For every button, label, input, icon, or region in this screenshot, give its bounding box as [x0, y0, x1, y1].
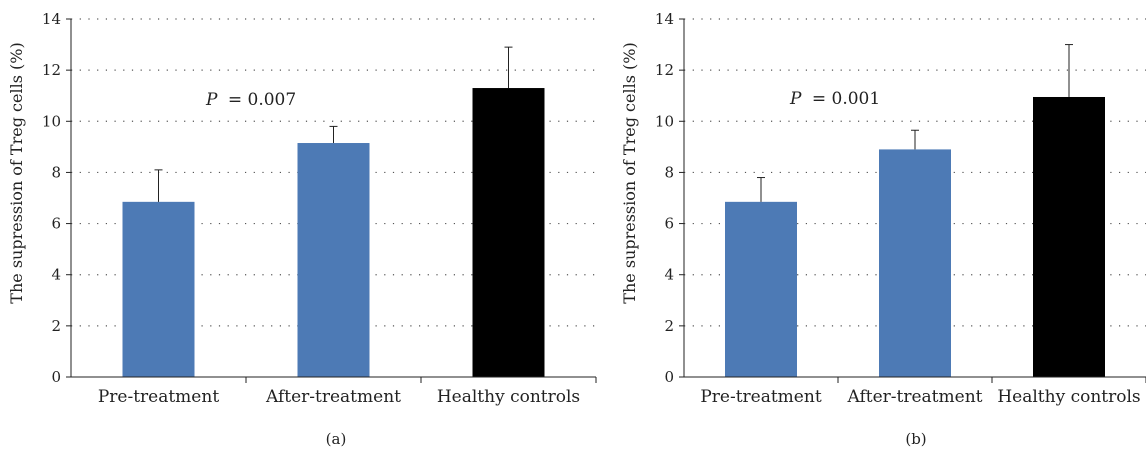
- category-label: After-treatment: [847, 387, 983, 407]
- bar-pre-treatment: [122, 201, 195, 377]
- y-ticks: 0 2 4 6 8 10 12 14: [655, 10, 1146, 386]
- y-tick-label: 4: [51, 266, 61, 284]
- p-value-annotation: P = 0.007: [205, 90, 296, 110]
- y-tick-label: 0: [51, 368, 61, 386]
- y-tick-label: 4: [664, 266, 674, 284]
- y-tick-label: 14: [655, 10, 674, 28]
- y-tick-label: 6: [51, 215, 61, 233]
- category-labels: Pre-treatment After-treatment Healthy cont…: [98, 387, 580, 407]
- y-tick-label: 2: [664, 317, 674, 335]
- y-tick-label: 8: [51, 163, 61, 181]
- category-label: Pre-treatment: [98, 387, 219, 407]
- y-ticks: 0 2 4 6 8 10 12 14: [42, 10, 597, 386]
- category-label: Pre-treatment: [700, 387, 821, 407]
- axes: [70, 19, 596, 378]
- error-bars: [154, 46, 513, 202]
- y-tick-label: 0: [664, 368, 674, 386]
- panel-a: 0 2 4 6 8 10 12 14 Pre-treatment After-treatment…: [7, 10, 597, 448]
- y-tick-label: 12: [42, 61, 61, 79]
- bars: [122, 88, 545, 378]
- bar-healthy-controls: [1033, 96, 1105, 377]
- y-tick-label: 14: [42, 10, 61, 28]
- y-tick-label: 12: [655, 61, 674, 79]
- panel-b: 0 2 4 6 8 10 12 14 Pre-treatment After-treatment…: [620, 10, 1146, 448]
- panel-label: (a): [326, 430, 347, 448]
- bars: [725, 96, 1105, 377]
- y-tick-label: 6: [664, 215, 674, 233]
- category-label: After-treatment: [265, 387, 401, 407]
- error-bars: [757, 44, 1073, 202]
- y-tick-label: 2: [51, 317, 61, 335]
- y-tick-label: 10: [655, 112, 674, 130]
- panel-label: (b): [905, 430, 926, 448]
- bar-after-treatment: [297, 143, 370, 377]
- category-label: Healthy controls: [437, 387, 580, 407]
- y-axis-title: The supression of Treg cells (%): [620, 42, 639, 303]
- y-tick-label: 8: [664, 163, 674, 181]
- bar-healthy-controls: [472, 88, 545, 378]
- bar-after-treatment: [879, 149, 951, 377]
- y-tick-label: 10: [42, 112, 61, 130]
- bar-pre-treatment: [725, 201, 797, 377]
- p-value-annotation: P = 0.001: [789, 89, 880, 109]
- category-labels: Pre-treatment After-treatment Healthy cont…: [700, 387, 1140, 407]
- axes: [683, 19, 1146, 378]
- y-axis-title: The supression of Treg cells (%): [7, 42, 26, 303]
- category-label: Healthy controls: [997, 387, 1140, 407]
